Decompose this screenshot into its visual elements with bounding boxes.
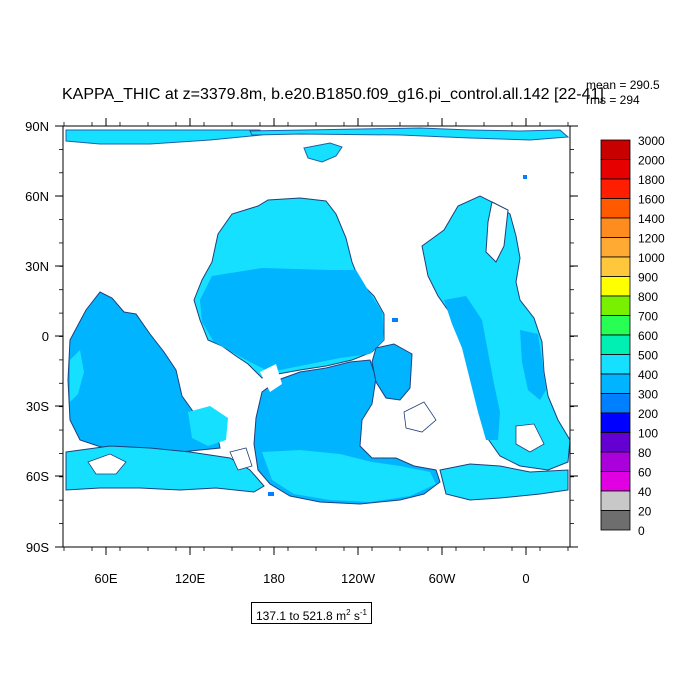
latitude-labels: 90N 60N 30N 0 30S 60S 90S	[25, 119, 49, 555]
atlantic-deep-east	[520, 330, 546, 400]
colorbar-swatch	[600, 295, 631, 316]
colorbar-swatch	[600, 432, 631, 453]
colorbar-label: 800	[638, 290, 658, 304]
colorbar-swatch	[600, 198, 631, 219]
range-label: 137.1 to 521.8 m2 s-1	[251, 602, 372, 624]
fiji-gap	[260, 364, 282, 392]
kerguelen-gap	[87, 453, 127, 475]
lon-label: 120E	[175, 571, 206, 586]
lon-label: 60W	[429, 571, 456, 586]
deep-patch-1	[523, 175, 527, 179]
colorbar-swatch	[600, 139, 631, 160]
lat-label: 90N	[25, 119, 49, 134]
lat-label: 60S	[26, 469, 49, 484]
colorbar-swatch	[600, 412, 631, 433]
colorbar-swatch	[600, 334, 631, 355]
colorbar-swatch	[600, 256, 631, 277]
plot-title: KAPPA_THIC at z=3379.8m, b.e20.B1850.f09…	[62, 86, 604, 103]
colorbar-label: 300	[638, 388, 658, 402]
colorbar-label: 700	[638, 310, 658, 324]
colorbar-label: 900	[638, 271, 658, 285]
colorbar-swatch	[600, 354, 631, 375]
colorbar-swatch	[600, 237, 631, 258]
colorbar-swatch	[600, 373, 631, 394]
tasman-gap	[229, 447, 253, 471]
nazca-basin	[371, 343, 413, 401]
colorbar-label: 200	[638, 407, 658, 421]
lat-label: 0	[42, 329, 49, 344]
lon-label: 0	[522, 571, 529, 586]
colorbar-label: 1200	[638, 232, 665, 246]
colorbar-label: 20	[638, 505, 652, 519]
south-pacific-ridge	[262, 450, 436, 502]
colorbar-label: 2000	[638, 154, 665, 168]
colorbar-swatch	[600, 217, 631, 238]
mean-stat: mean = 290.5	[586, 78, 660, 92]
colorbar-label: 400	[638, 368, 658, 382]
rms-stat: rms = 294	[586, 93, 640, 107]
colorbar-label: 1600	[638, 193, 665, 207]
longitude-labels: 60E 120E 180 120W 60W 0	[94, 571, 529, 586]
deep-patch-2	[268, 492, 274, 496]
colorbar-label: 100	[638, 427, 658, 441]
colorbar-swatch	[600, 315, 631, 336]
colorbar-label: 0	[638, 524, 645, 538]
deep-patch-3	[392, 318, 398, 322]
colorbar-label: 1400	[638, 212, 665, 226]
arctic-strip-east	[249, 127, 570, 141]
southern-ocean-east	[439, 463, 569, 501]
lat-label: 30N	[25, 259, 49, 274]
colorbar-swatch	[600, 451, 631, 472]
arctic-basin-patch	[303, 142, 343, 163]
colorbar-label: 500	[638, 349, 658, 363]
north-pacific-deep	[200, 268, 384, 372]
lon-label: 120W	[341, 571, 376, 586]
colorbar-label: 60	[638, 466, 652, 480]
colorbar-label: 600	[638, 329, 658, 343]
colorbar-swatch	[600, 490, 631, 511]
colorbar-swatch	[600, 276, 631, 297]
colorbar-label: 1800	[638, 173, 665, 187]
colorbar-label: 3000	[638, 134, 665, 148]
colorbar: 3000200018001600140012001000900800700600…	[600, 134, 665, 538]
lat-label: 30S	[26, 399, 49, 414]
lon-label: 60E	[94, 571, 117, 586]
colorbar-swatch	[600, 178, 631, 199]
ocean-shading	[65, 127, 571, 505]
atlantic-deep-west	[444, 296, 500, 440]
lat-label: 90S	[26, 540, 49, 555]
mid-atlantic-ridge-north	[485, 201, 509, 263]
lon-label: 180	[263, 571, 285, 586]
axis-ticks	[55, 118, 578, 555]
colorbar-label: 1000	[638, 251, 665, 265]
arabian-patch	[70, 350, 84, 402]
colorbar-swatch	[600, 159, 631, 180]
colorbar-swatch	[600, 510, 631, 531]
scotia-gap	[403, 401, 437, 433]
south-atlantic-gap	[515, 423, 545, 453]
colorbar-swatch	[600, 393, 631, 414]
colorbar-swatch	[600, 471, 631, 492]
lat-label: 60N	[25, 189, 49, 204]
south-indian-patch	[188, 406, 228, 446]
colorbar-label: 40	[638, 485, 652, 499]
colorbar-label: 80	[638, 446, 652, 460]
